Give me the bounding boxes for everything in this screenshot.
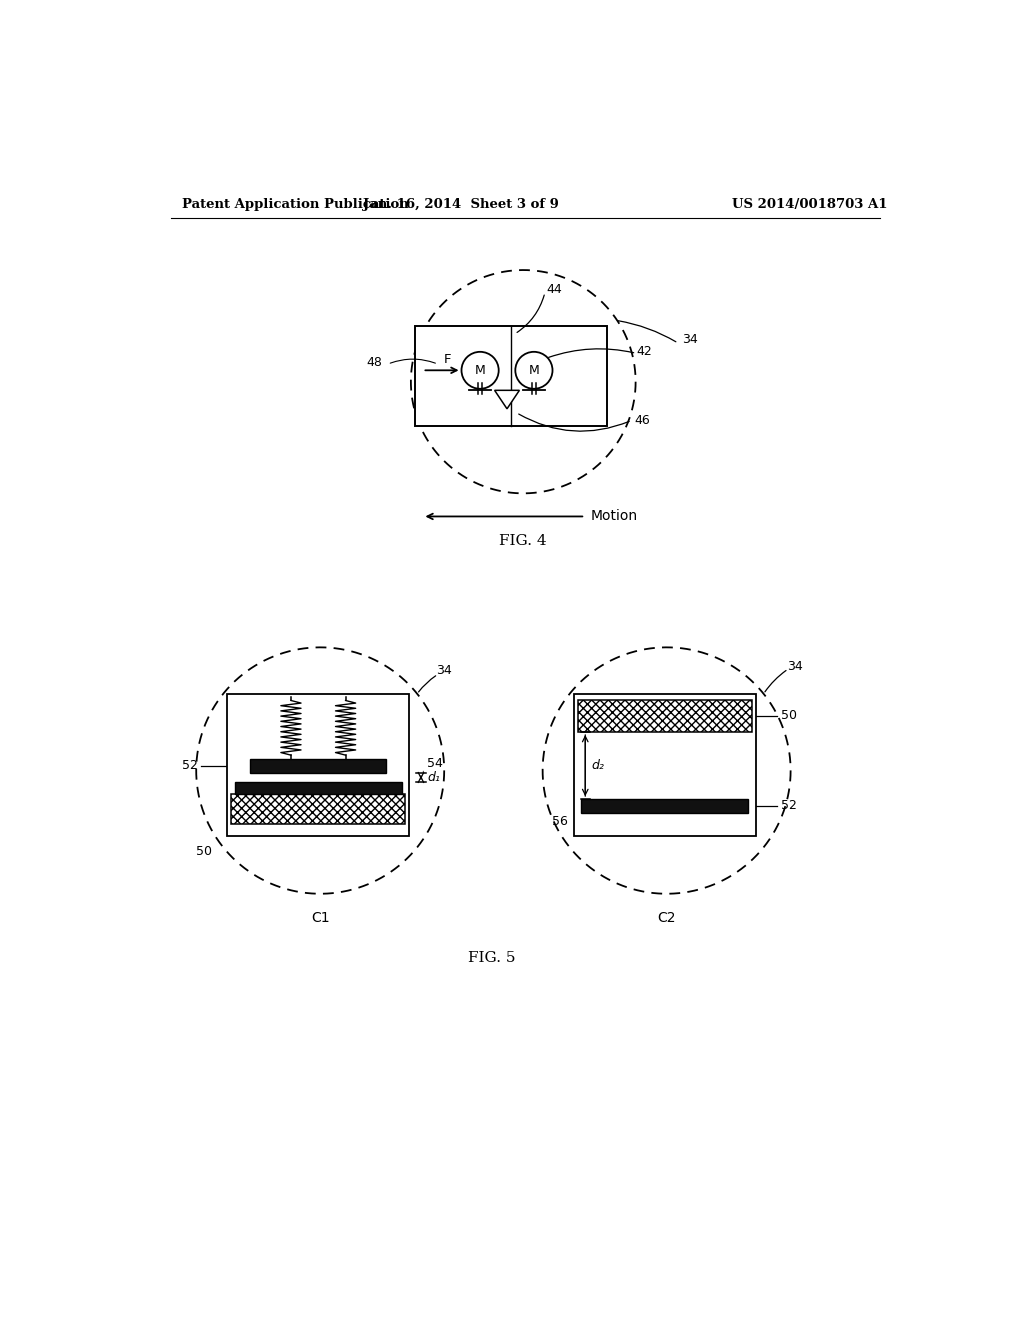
Text: 34: 34	[786, 660, 803, 673]
Bar	[578, 700, 752, 733]
Text: 56: 56	[552, 814, 567, 828]
Circle shape	[515, 352, 553, 389]
Bar	[231, 793, 406, 825]
Text: 52: 52	[780, 800, 797, 813]
Text: F: F	[444, 352, 452, 366]
Text: US 2014/0018703 A1: US 2014/0018703 A1	[732, 198, 888, 211]
Text: 42: 42	[636, 345, 652, 358]
Text: M: M	[528, 364, 540, 376]
Text: 34: 34	[682, 333, 698, 346]
Text: C1: C1	[311, 911, 330, 925]
Text: 46: 46	[634, 414, 650, 426]
Bar	[573, 693, 756, 836]
Text: 50: 50	[780, 709, 797, 722]
Text: FIG. 4: FIG. 4	[500, 535, 547, 548]
Text: 54: 54	[427, 756, 443, 770]
Text: 34: 34	[436, 664, 453, 677]
Bar	[415, 326, 607, 426]
Text: 48: 48	[367, 356, 382, 370]
Bar	[251, 759, 386, 774]
Polygon shape	[495, 391, 519, 409]
Circle shape	[462, 352, 499, 389]
Bar	[227, 693, 410, 836]
Bar	[234, 781, 401, 793]
Text: d₁: d₁	[427, 771, 440, 784]
Text: Jan. 16, 2014  Sheet 3 of 9: Jan. 16, 2014 Sheet 3 of 9	[364, 198, 559, 211]
Text: Motion: Motion	[591, 510, 638, 524]
Text: 50: 50	[196, 845, 212, 858]
Text: C2: C2	[657, 911, 676, 925]
Text: d₂: d₂	[592, 759, 604, 772]
Bar	[582, 799, 748, 813]
Text: 44: 44	[547, 282, 562, 296]
Text: M: M	[475, 364, 485, 376]
Text: FIG. 5: FIG. 5	[469, 952, 516, 965]
Text: 52: 52	[182, 759, 198, 772]
Text: Patent Application Publication: Patent Application Publication	[182, 198, 409, 211]
